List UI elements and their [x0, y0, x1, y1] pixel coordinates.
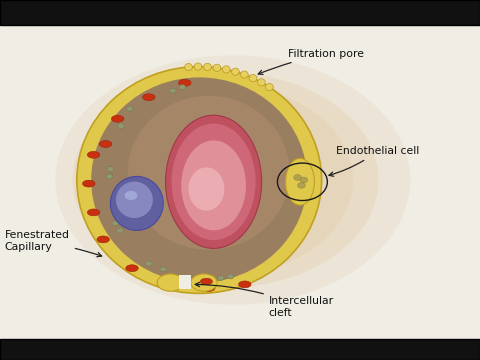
Ellipse shape: [83, 180, 95, 187]
Text: Intercellular
cleft: Intercellular cleft: [195, 282, 334, 318]
Ellipse shape: [72, 72, 379, 288]
Ellipse shape: [126, 265, 138, 272]
Ellipse shape: [84, 84, 353, 276]
Circle shape: [112, 221, 119, 226]
Circle shape: [107, 167, 114, 172]
Ellipse shape: [188, 167, 225, 211]
Ellipse shape: [239, 281, 251, 288]
Ellipse shape: [166, 115, 262, 248]
Ellipse shape: [185, 63, 192, 71]
Ellipse shape: [249, 75, 257, 82]
Circle shape: [179, 85, 186, 90]
Circle shape: [217, 275, 224, 280]
Ellipse shape: [87, 209, 100, 216]
Ellipse shape: [111, 115, 124, 122]
FancyBboxPatch shape: [0, 18, 480, 340]
Ellipse shape: [157, 274, 183, 291]
Ellipse shape: [169, 281, 181, 288]
Circle shape: [145, 261, 152, 266]
FancyBboxPatch shape: [0, 0, 480, 25]
Ellipse shape: [55, 55, 410, 305]
Circle shape: [300, 177, 308, 183]
Ellipse shape: [201, 278, 212, 285]
Ellipse shape: [179, 79, 191, 86]
Ellipse shape: [181, 140, 246, 230]
Ellipse shape: [128, 96, 290, 250]
Ellipse shape: [91, 77, 307, 283]
Ellipse shape: [213, 64, 221, 71]
Ellipse shape: [143, 94, 155, 101]
Ellipse shape: [194, 63, 202, 70]
FancyBboxPatch shape: [179, 275, 191, 289]
Ellipse shape: [232, 68, 240, 75]
Ellipse shape: [286, 158, 314, 205]
Circle shape: [160, 267, 167, 272]
Ellipse shape: [87, 152, 100, 158]
Circle shape: [125, 191, 137, 200]
Ellipse shape: [97, 236, 109, 243]
Circle shape: [117, 228, 123, 233]
Text: Endothelial cell: Endothelial cell: [329, 146, 419, 176]
Circle shape: [126, 106, 133, 111]
FancyBboxPatch shape: [0, 339, 480, 360]
Ellipse shape: [110, 176, 163, 230]
Ellipse shape: [258, 79, 265, 86]
Circle shape: [118, 123, 124, 129]
Ellipse shape: [265, 84, 273, 91]
Circle shape: [294, 175, 301, 180]
Ellipse shape: [240, 71, 248, 78]
Circle shape: [106, 174, 113, 179]
Ellipse shape: [172, 123, 255, 240]
Circle shape: [169, 88, 176, 93]
Ellipse shape: [204, 63, 211, 71]
Text: Fenestrated
Capillary: Fenestrated Capillary: [5, 230, 102, 257]
Ellipse shape: [116, 181, 153, 218]
Circle shape: [298, 183, 305, 188]
Ellipse shape: [99, 141, 112, 148]
Ellipse shape: [222, 66, 230, 73]
Ellipse shape: [77, 67, 322, 293]
Text: Filtration pore: Filtration pore: [258, 49, 364, 75]
Circle shape: [227, 274, 234, 279]
Ellipse shape: [191, 274, 217, 291]
Ellipse shape: [203, 284, 215, 292]
